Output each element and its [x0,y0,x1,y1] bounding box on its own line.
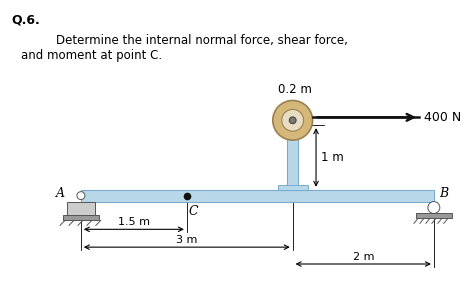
Text: Determine the internal normal force, shear force,: Determine the internal normal force, she… [56,34,348,47]
Circle shape [273,100,312,140]
Bar [278,185,308,190]
Circle shape [289,117,296,124]
Text: 400 N: 400 N [424,111,461,124]
Circle shape [77,192,85,200]
Text: B: B [439,187,448,200]
Text: and moment at point C.: and moment at point C. [21,49,163,62]
Bar [81,190,434,201]
Text: Q.6.: Q.6. [11,13,40,26]
Text: C: C [189,205,199,217]
Text: A: A [56,187,65,200]
Bar [416,213,452,218]
Circle shape [282,109,304,131]
Text: 2 m: 2 m [353,252,374,262]
Bar [67,201,95,215]
Bar [63,215,99,221]
Text: 0.2 m: 0.2 m [278,83,311,95]
Bar [287,122,298,190]
Circle shape [428,201,440,213]
Text: 1 m: 1 m [321,151,344,164]
Text: 3 m: 3 m [176,235,198,245]
Text: 1.5 m: 1.5 m [118,217,150,227]
